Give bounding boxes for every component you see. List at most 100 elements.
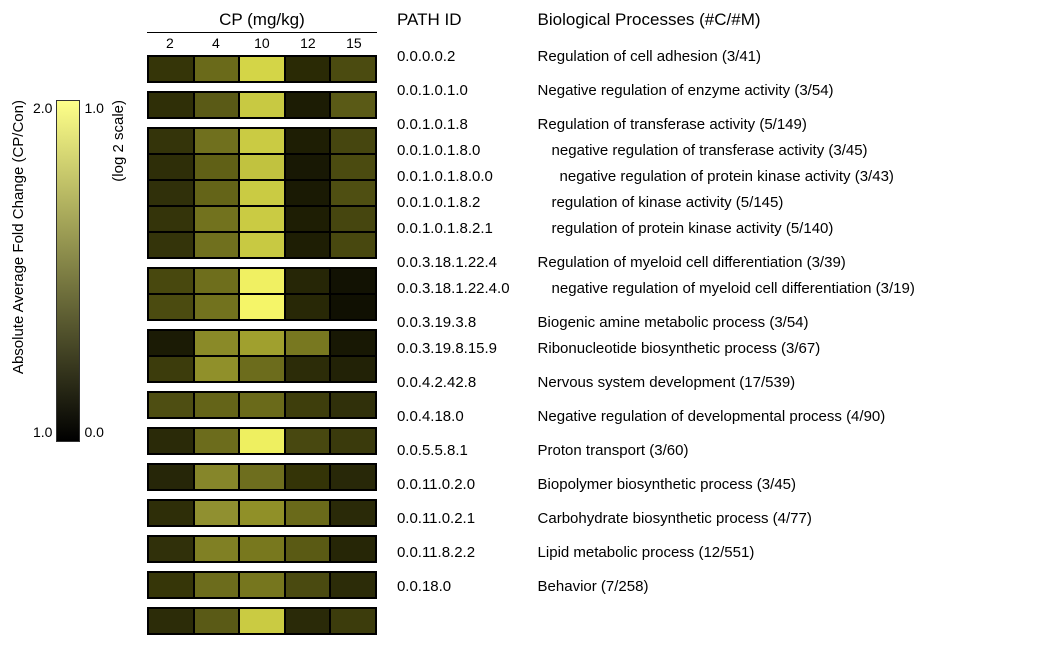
colorbar-wrap [56, 100, 80, 442]
heat-cell [285, 232, 331, 258]
heat-row [148, 268, 376, 294]
figure-container: Absolute Average Fold Change (CP/Con) 2.… [10, 10, 1040, 643]
heat-cell [148, 154, 194, 180]
heat-cell [148, 294, 194, 320]
heat-block [147, 329, 377, 383]
heat-row [148, 536, 376, 562]
heat-cell [148, 268, 194, 294]
heat-cell [330, 608, 376, 634]
heat-cell [330, 268, 376, 294]
heat-cell [239, 92, 285, 118]
heat-cell [239, 206, 285, 232]
heat-cell [194, 180, 240, 206]
heatmap-area: CP (mg/kg) 24101215 [147, 10, 377, 643]
pathid-label: 0.0.1.0.1.8 [397, 112, 510, 138]
heat-cell [330, 330, 376, 356]
heat-cell [285, 608, 331, 634]
heat-cell [239, 268, 285, 294]
bioprocess-label: Regulation of transferase activity (5/14… [538, 112, 915, 138]
heat-row [148, 392, 376, 418]
column-header: 10 [239, 35, 285, 51]
heat-cell [148, 206, 194, 232]
heat-row [148, 206, 376, 232]
pathid-label: 0.0.4.2.42.8 [397, 370, 510, 396]
heat-cell [330, 572, 376, 598]
bioprocess-label: Carbohydrate biosynthetic process (4/77) [538, 506, 915, 532]
heat-cell [194, 294, 240, 320]
heat-cell [285, 92, 331, 118]
heat-cell [330, 464, 376, 490]
heat-row [148, 428, 376, 454]
pathid-label: 0.0.5.5.8.1 [397, 438, 510, 464]
heat-cell [330, 356, 376, 382]
heat-cell [285, 330, 331, 356]
heat-cell [194, 464, 240, 490]
pathid-stack: 0.0.0.0.20.0.1.0.1.00.0.1.0.1.80.0.1.0.1… [397, 44, 510, 600]
column-header: 2 [147, 35, 193, 51]
heat-cell [330, 206, 376, 232]
heat-cell [239, 180, 285, 206]
colorbar-left-top: 2.0 [33, 100, 52, 116]
pathid-label: 0.0.1.0.1.8.2 [397, 190, 510, 216]
heat-cell [285, 180, 331, 206]
heat-cell [194, 206, 240, 232]
heat-cell [330, 294, 376, 320]
bioprocess-label: negative regulation of transferase activ… [538, 138, 915, 164]
pathid-label: 0.0.3.18.1.22.4 [397, 250, 510, 276]
pathid-label: 0.0.3.18.1.22.4.0 [397, 276, 510, 302]
bioprocess-label: Biogenic amine metabolic process (3/54) [538, 310, 915, 336]
column-header: 12 [285, 35, 331, 51]
colorbar-section: Absolute Average Fold Change (CP/Con) 2.… [10, 100, 127, 442]
heat-cell [285, 536, 331, 562]
heat-block [147, 91, 377, 119]
heat-row [148, 128, 376, 154]
heat-row [148, 56, 376, 82]
heat-cell [239, 572, 285, 598]
heat-block [147, 127, 377, 259]
heat-block [147, 499, 377, 527]
pathid-label: 0.0.11.0.2.0 [397, 472, 510, 498]
heat-cell [239, 428, 285, 454]
bioprocess-label: Negative regulation of developmental pro… [538, 404, 915, 430]
heat-cell [330, 128, 376, 154]
pathid-label: 0.0.3.19.3.8 [397, 310, 510, 336]
colorbar-main-label: Absolute Average Fold Change (CP/Con) [10, 100, 27, 374]
bioprocess-label: Biopolymer biosynthetic process (3/45) [538, 472, 915, 498]
pathid-label: 0.0.1.0.1.8.2.1 [397, 216, 510, 242]
heat-cell [194, 392, 240, 418]
heat-cell [285, 464, 331, 490]
pathid-label: 0.0.1.0.1.8.0 [397, 138, 510, 164]
pathid-label: 0.0.0.0.2 [397, 44, 510, 70]
heat-row [148, 232, 376, 258]
heat-cell [330, 536, 376, 562]
heat-cell [239, 128, 285, 154]
bioprocess-label: negative regulation of protein kinase ac… [538, 164, 915, 190]
heat-cell [194, 536, 240, 562]
pathid-column: PATH ID 0.0.0.0.20.0.1.0.1.00.0.1.0.1.80… [397, 10, 510, 600]
bioprocess-label: regulation of protein kinase activity (5… [538, 216, 915, 242]
heat-cell [239, 232, 285, 258]
heat-cell [148, 428, 194, 454]
heat-cell [194, 500, 240, 526]
heat-cell [239, 356, 285, 382]
heat-row [148, 500, 376, 526]
heat-cell [239, 500, 285, 526]
heat-cell [194, 92, 240, 118]
bioprocess-label: regulation of kinase activity (5/145) [538, 190, 915, 216]
heat-cell [148, 608, 194, 634]
heat-block [147, 463, 377, 491]
colorbar-right-bottom: 0.0 [84, 424, 103, 440]
heat-cell [330, 428, 376, 454]
heat-cell [285, 268, 331, 294]
bioprocess-stack: Regulation of cell adhesion (3/41)Negati… [538, 44, 915, 600]
heat-cell [148, 356, 194, 382]
heat-row [148, 180, 376, 206]
heat-cell [330, 392, 376, 418]
heat-cell [148, 392, 194, 418]
column-header: 4 [193, 35, 239, 51]
heatmap-body [147, 55, 377, 635]
heat-cell [148, 500, 194, 526]
heat-cell [148, 128, 194, 154]
heat-cell [194, 330, 240, 356]
heat-cell [148, 464, 194, 490]
